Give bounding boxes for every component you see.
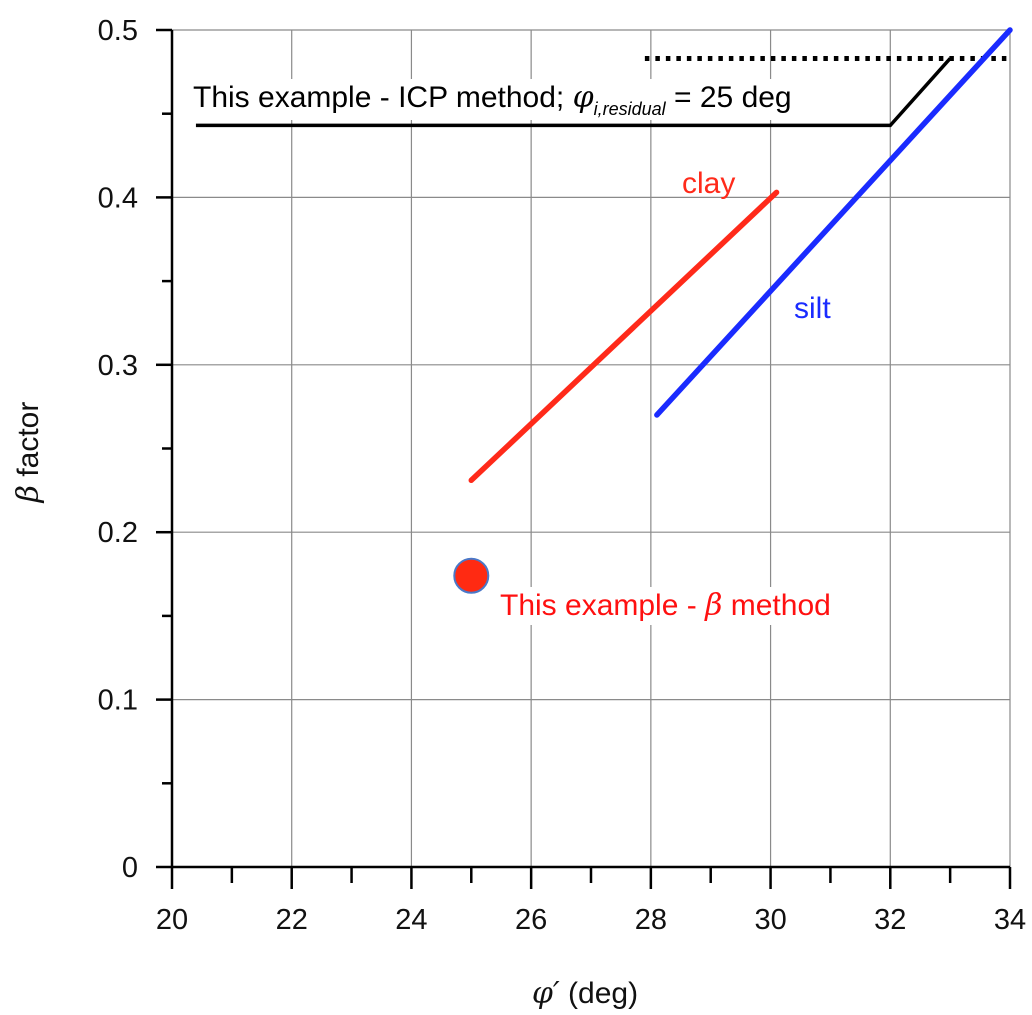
series-label-silt: silt [794, 292, 831, 325]
series-line-silt [654, 27, 1013, 418]
y-axis-symbol: β [11, 485, 46, 503]
beta-annotation-prefix: This example - [500, 589, 705, 622]
x-tick-label: 24 [395, 904, 427, 936]
icp-annotation-background [190, 79, 795, 120]
icp-annotation: This example - ICP method; φi,residual =… [193, 80, 792, 119]
x-tick-label: 28 [635, 904, 667, 936]
y-tick-label: 0.1 [98, 685, 138, 717]
y-axis-title: β factor [11, 402, 46, 504]
icp-phi-symbol: φ [573, 80, 594, 115]
icp-annotation-suffix: = 25 deg [666, 81, 792, 114]
x-tick-label: 32 [874, 904, 906, 936]
x-tick-label: 26 [515, 904, 547, 936]
x-tick-label: 20 [156, 904, 188, 936]
grid-lines [172, 29, 1011, 867]
y-tick-label: 0.5 [98, 15, 138, 47]
x-axis-symbol: φ′ [532, 976, 560, 1011]
x-tick-label: 22 [276, 904, 308, 936]
beta-annotation-background [497, 587, 834, 625]
series-label-clay: clay [682, 167, 735, 200]
icp-annotation-prefix: This example - ICP method; [193, 81, 573, 114]
x-tick-label: 34 [994, 904, 1026, 936]
y-tick-label: 0 [122, 852, 138, 884]
y-axis-text: factor [12, 402, 45, 485]
beta-annotation-suffix: method [722, 589, 830, 622]
beta-symbol: β [704, 588, 722, 623]
series-line-clay [468, 189, 780, 484]
y-tick-label: 0.3 [98, 350, 138, 382]
x-tick-label: 30 [754, 904, 786, 936]
reference-line-icp [195, 57, 952, 128]
series-layer [190, 27, 1013, 625]
beta-annotation: This example - β method [500, 588, 831, 623]
y-tick-label: 0.2 [98, 517, 138, 549]
x-axis-title: φ′ (deg) [532, 976, 638, 1011]
data-point-marker [453, 557, 490, 594]
y-tick-label: 0.4 [98, 182, 138, 214]
axes [156, 28, 1012, 889]
tick-labels: 20 22 24 26 28 30 32 34 0 0.1 0.2 0.3 0.4 0.5 [98, 15, 1026, 936]
x-axis-unit: (deg) [560, 977, 638, 1010]
icp-subscript: i,residual [594, 99, 667, 119]
